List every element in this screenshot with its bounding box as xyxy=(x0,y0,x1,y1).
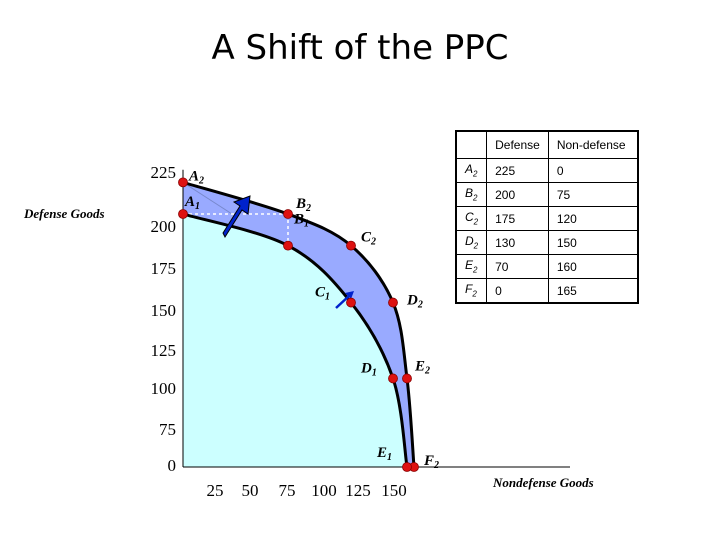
y-tick-125: 125 xyxy=(151,341,177,360)
small-shift-arrow-shaft xyxy=(335,294,351,309)
table-row: E2 70 160 xyxy=(455,254,639,279)
point-a2 xyxy=(178,177,188,188)
table-row: C2 175 120 xyxy=(455,206,639,231)
table-row: B2 200 75 xyxy=(455,182,639,207)
chart-areas xyxy=(182,181,414,467)
shift-arrows xyxy=(222,195,354,309)
point-label-f2: F2 xyxy=(423,453,439,471)
point-c2 xyxy=(346,240,356,251)
y-tick-200: 200 xyxy=(151,217,177,236)
chart-points: A2 B2 C2 D2 E2 F2 A1 B1 C1 D1 E1 xyxy=(178,168,439,472)
point-label-e2: E2 xyxy=(414,358,430,376)
table-cell-nondefense: 165 xyxy=(547,278,639,304)
ppc-data-table: Defense Non-defense A2 225 0 B2 200 75 C2 175 12… xyxy=(455,130,640,304)
point-label-e1: E1 xyxy=(376,445,392,463)
point-a1 xyxy=(178,209,188,219)
y-tick-75: 75 xyxy=(159,420,176,439)
band-diagonal-line xyxy=(182,181,233,215)
guide-lines xyxy=(183,213,289,246)
table-cell-defense: 200 xyxy=(486,182,549,207)
point-label-d1: D1 xyxy=(360,360,377,378)
point-b1 xyxy=(283,240,293,251)
table-header-blank xyxy=(455,130,488,159)
table-row-label: D2 xyxy=(455,230,488,255)
chart-axes xyxy=(182,169,570,468)
x-tick-150: 150 xyxy=(381,481,407,500)
table-row-label: A2 xyxy=(455,158,488,183)
x-tick-100: 100 xyxy=(311,481,337,500)
table-row: A2 225 0 xyxy=(455,158,639,183)
point-label-c2: C2 xyxy=(361,230,376,248)
point-label-a2: A2 xyxy=(188,168,204,186)
point-label-d2: D2 xyxy=(406,293,423,311)
point-label-c1: C1 xyxy=(315,285,330,303)
point-b2 xyxy=(283,209,293,219)
table-cell-nondefense: 160 xyxy=(547,254,639,279)
tick-labels: 225 200 175 150 125 100 75 0 25 50 75 100 125 150 xyxy=(151,163,407,500)
table-cell-defense: 70 xyxy=(486,254,549,279)
table-header-defense: Defense xyxy=(486,130,549,159)
x-tick-25: 25 xyxy=(207,481,224,500)
slide-title: A Shift of the PPC xyxy=(211,28,509,68)
inner-ppc-area xyxy=(183,214,407,467)
table-header-nondefense: Non-defense xyxy=(547,130,639,159)
table-row-label: C2 xyxy=(455,206,488,231)
table-row: F2 0 165 xyxy=(455,278,639,304)
x-axis-label: Nondefense Goods xyxy=(492,475,594,490)
table-header-row: Defense Non-defense xyxy=(455,130,639,159)
table-cell-nondefense: 120 xyxy=(547,206,639,231)
table-row-label: F2 xyxy=(455,278,488,304)
point-label-b1: B1 xyxy=(293,212,309,230)
y-tick-225: 225 xyxy=(151,163,177,182)
x-tick-125: 125 xyxy=(345,481,371,500)
point-label-a1: A1 xyxy=(184,194,200,212)
ppc-curve-2 xyxy=(182,180,416,468)
y-tick-0: 0 xyxy=(168,456,177,475)
table-cell-nondefense: 0 xyxy=(547,158,639,183)
table-row: D2 130 150 xyxy=(455,230,639,255)
table-cell-defense: 225 xyxy=(486,158,549,183)
y-tick-175: 175 xyxy=(151,259,177,278)
point-d2 xyxy=(388,297,398,308)
point-c1 xyxy=(346,297,356,308)
point-e2 xyxy=(402,373,412,384)
y-tick-150: 150 xyxy=(151,301,177,320)
point-label-b2: B2 xyxy=(295,196,311,214)
small-shift-arrow-head xyxy=(345,291,354,299)
point-d1 xyxy=(388,373,398,384)
table-cell-defense: 0 xyxy=(486,278,549,304)
x-tick-50: 50 xyxy=(242,481,259,500)
x-tick-75: 75 xyxy=(279,481,296,500)
point-e1 xyxy=(402,462,412,472)
table-cell-nondefense: 75 xyxy=(547,182,639,207)
table-cell-nondefense: 150 xyxy=(547,230,639,255)
y-tick-100: 100 xyxy=(151,379,177,398)
table-cell-defense: 130 xyxy=(486,230,549,255)
y-axis-label: Defense Goods xyxy=(23,206,105,221)
table-row-label: E2 xyxy=(455,254,488,279)
big-shift-arrow xyxy=(222,195,251,239)
table-row-label: B2 xyxy=(455,182,488,207)
table-cell-defense: 175 xyxy=(486,206,549,231)
